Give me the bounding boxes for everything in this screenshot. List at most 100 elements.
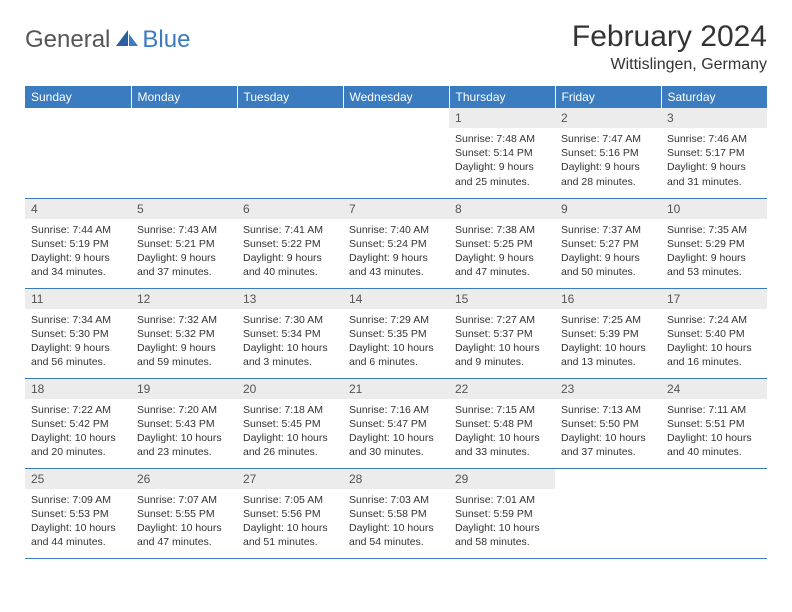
weekday-header: Monday [131, 86, 237, 108]
day-cell: 21Sunrise: 7:16 AMSunset: 5:47 PMDayligh… [343, 378, 449, 468]
day-detail-line: Sunrise: 7:38 AM [455, 223, 549, 237]
day-detail-line: and 58 minutes. [455, 535, 549, 549]
day-detail-line: Sunrise: 7:16 AM [349, 403, 443, 417]
day-detail-line: Sunset: 5:39 PM [561, 327, 655, 341]
day-details: Sunrise: 7:03 AMSunset: 5:58 PMDaylight:… [343, 489, 449, 554]
logo: General Blue [25, 20, 190, 54]
day-detail-line: Sunrise: 7:18 AM [243, 403, 337, 417]
weekday-header: Tuesday [237, 86, 343, 108]
day-detail-line: Sunrise: 7:37 AM [561, 223, 655, 237]
day-detail-line: Sunrise: 7:07 AM [137, 493, 231, 507]
day-detail-line: Daylight: 9 hours [561, 160, 655, 174]
day-cell: 5Sunrise: 7:43 AMSunset: 5:21 PMDaylight… [131, 198, 237, 288]
day-detail-line: Daylight: 10 hours [561, 431, 655, 445]
day-detail-line: Sunrise: 7:46 AM [667, 132, 761, 146]
day-details: Sunrise: 7:40 AMSunset: 5:24 PMDaylight:… [343, 219, 449, 284]
day-details [237, 128, 343, 136]
day-detail-line: Daylight: 9 hours [137, 341, 231, 355]
day-details: Sunrise: 7:09 AMSunset: 5:53 PMDaylight:… [25, 489, 131, 554]
day-detail-line: Sunrise: 7:34 AM [31, 313, 125, 327]
day-detail-line: Sunset: 5:21 PM [137, 237, 231, 251]
day-detail-line: Sunset: 5:25 PM [455, 237, 549, 251]
day-detail-line: Sunrise: 7:40 AM [349, 223, 443, 237]
day-detail-line: Sunset: 5:32 PM [137, 327, 231, 341]
day-detail-line: Sunset: 5:27 PM [561, 237, 655, 251]
day-detail-line: Sunset: 5:16 PM [561, 146, 655, 160]
day-detail-line: Daylight: 10 hours [349, 521, 443, 535]
day-detail-line: and 33 minutes. [455, 445, 549, 459]
day-details: Sunrise: 7:47 AMSunset: 5:16 PMDaylight:… [555, 128, 661, 193]
title-block: February 2024 Wittislingen, Germany [572, 20, 767, 74]
day-details: Sunrise: 7:44 AMSunset: 5:19 PMDaylight:… [25, 219, 131, 284]
day-detail-line: and 31 minutes. [667, 175, 761, 189]
day-detail-line: Sunrise: 7:41 AM [243, 223, 337, 237]
day-detail-line: Sunset: 5:55 PM [137, 507, 231, 521]
day-detail-line: and 40 minutes. [243, 265, 337, 279]
day-cell: 20Sunrise: 7:18 AMSunset: 5:45 PMDayligh… [237, 378, 343, 468]
day-detail-line: and 6 minutes. [349, 355, 443, 369]
day-detail-line: Daylight: 9 hours [455, 251, 549, 265]
day-detail-line: Daylight: 9 hours [667, 160, 761, 174]
day-detail-line: Sunrise: 7:32 AM [137, 313, 231, 327]
day-cell: 29Sunrise: 7:01 AMSunset: 5:59 PMDayligh… [449, 468, 555, 558]
day-detail-line: Sunset: 5:35 PM [349, 327, 443, 341]
day-detail-line: Sunset: 5:59 PM [455, 507, 549, 521]
day-detail-line: and 37 minutes. [137, 265, 231, 279]
day-details: Sunrise: 7:29 AMSunset: 5:35 PMDaylight:… [343, 309, 449, 374]
day-details: Sunrise: 7:27 AMSunset: 5:37 PMDaylight:… [449, 309, 555, 374]
day-detail-line: Daylight: 10 hours [31, 521, 125, 535]
day-detail-line: Sunset: 5:14 PM [455, 146, 549, 160]
day-details: Sunrise: 7:01 AMSunset: 5:59 PMDaylight:… [449, 489, 555, 554]
week-row: 1Sunrise: 7:48 AMSunset: 5:14 PMDaylight… [25, 108, 767, 198]
day-detail-line: Daylight: 10 hours [667, 431, 761, 445]
day-number: 8 [449, 199, 555, 219]
day-detail-line: Sunrise: 7:03 AM [349, 493, 443, 507]
day-cell: 4Sunrise: 7:44 AMSunset: 5:19 PMDaylight… [25, 198, 131, 288]
weekday-header: Wednesday [343, 86, 449, 108]
day-detail-line: Sunrise: 7:27 AM [455, 313, 549, 327]
day-cell: 2Sunrise: 7:47 AMSunset: 5:16 PMDaylight… [555, 108, 661, 198]
day-number: 20 [237, 379, 343, 399]
day-details: Sunrise: 7:48 AMSunset: 5:14 PMDaylight:… [449, 128, 555, 193]
day-detail-line: and 30 minutes. [349, 445, 443, 459]
day-number: 17 [661, 289, 767, 309]
day-details [25, 128, 131, 136]
day-cell: 8 Sunrise: 7:38 AMSunset: 5:25 PMDaylight… [449, 198, 555, 288]
day-detail-line: and 34 minutes. [31, 265, 125, 279]
day-detail-line: Daylight: 9 hours [561, 251, 655, 265]
day-cell [661, 468, 767, 558]
day-detail-line: Daylight: 10 hours [561, 341, 655, 355]
day-detail-line: and 23 minutes. [137, 445, 231, 459]
day-number: 24 [661, 379, 767, 399]
day-detail-line: Daylight: 10 hours [137, 521, 231, 535]
day-detail-line: Daylight: 10 hours [349, 431, 443, 445]
day-number [237, 108, 343, 128]
day-detail-line: Sunrise: 7:48 AM [455, 132, 549, 146]
day-number: 9 [555, 199, 661, 219]
day-detail-line: and 9 minutes. [455, 355, 549, 369]
day-detail-line: Daylight: 10 hours [667, 341, 761, 355]
day-detail-line: and 43 minutes. [349, 265, 443, 279]
day-cell: 1Sunrise: 7:48 AMSunset: 5:14 PMDaylight… [449, 108, 555, 198]
day-number: 1 [449, 108, 555, 128]
day-cell: 24Sunrise: 7:11 AMSunset: 5:51 PMDayligh… [661, 378, 767, 468]
day-detail-line: and 53 minutes. [667, 265, 761, 279]
calendar-body: 1Sunrise: 7:48 AMSunset: 5:14 PMDaylight… [25, 108, 767, 558]
day-detail-line: Sunrise: 7:24 AM [667, 313, 761, 327]
day-number: 18 [25, 379, 131, 399]
day-detail-line: Daylight: 9 hours [137, 251, 231, 265]
day-detail-line: Daylight: 10 hours [31, 431, 125, 445]
day-detail-line: Sunrise: 7:29 AM [349, 313, 443, 327]
day-number: 23 [555, 379, 661, 399]
day-cell: 25Sunrise: 7:09 AMSunset: 5:53 PMDayligh… [25, 468, 131, 558]
day-number: 5 [131, 199, 237, 219]
day-detail-line: Daylight: 9 hours [455, 160, 549, 174]
calendar-table: SundayMondayTuesdayWednesdayThursdayFrid… [25, 86, 767, 559]
week-row: 4Sunrise: 7:44 AMSunset: 5:19 PMDaylight… [25, 198, 767, 288]
day-detail-line: Sunrise: 7:13 AM [561, 403, 655, 417]
day-number: 2 [555, 108, 661, 128]
day-number: 12 [131, 289, 237, 309]
day-details: Sunrise: 7:34 AMSunset: 5:30 PMDaylight:… [25, 309, 131, 374]
day-detail-line: Sunrise: 7:30 AM [243, 313, 337, 327]
day-detail-line: Sunset: 5:50 PM [561, 417, 655, 431]
